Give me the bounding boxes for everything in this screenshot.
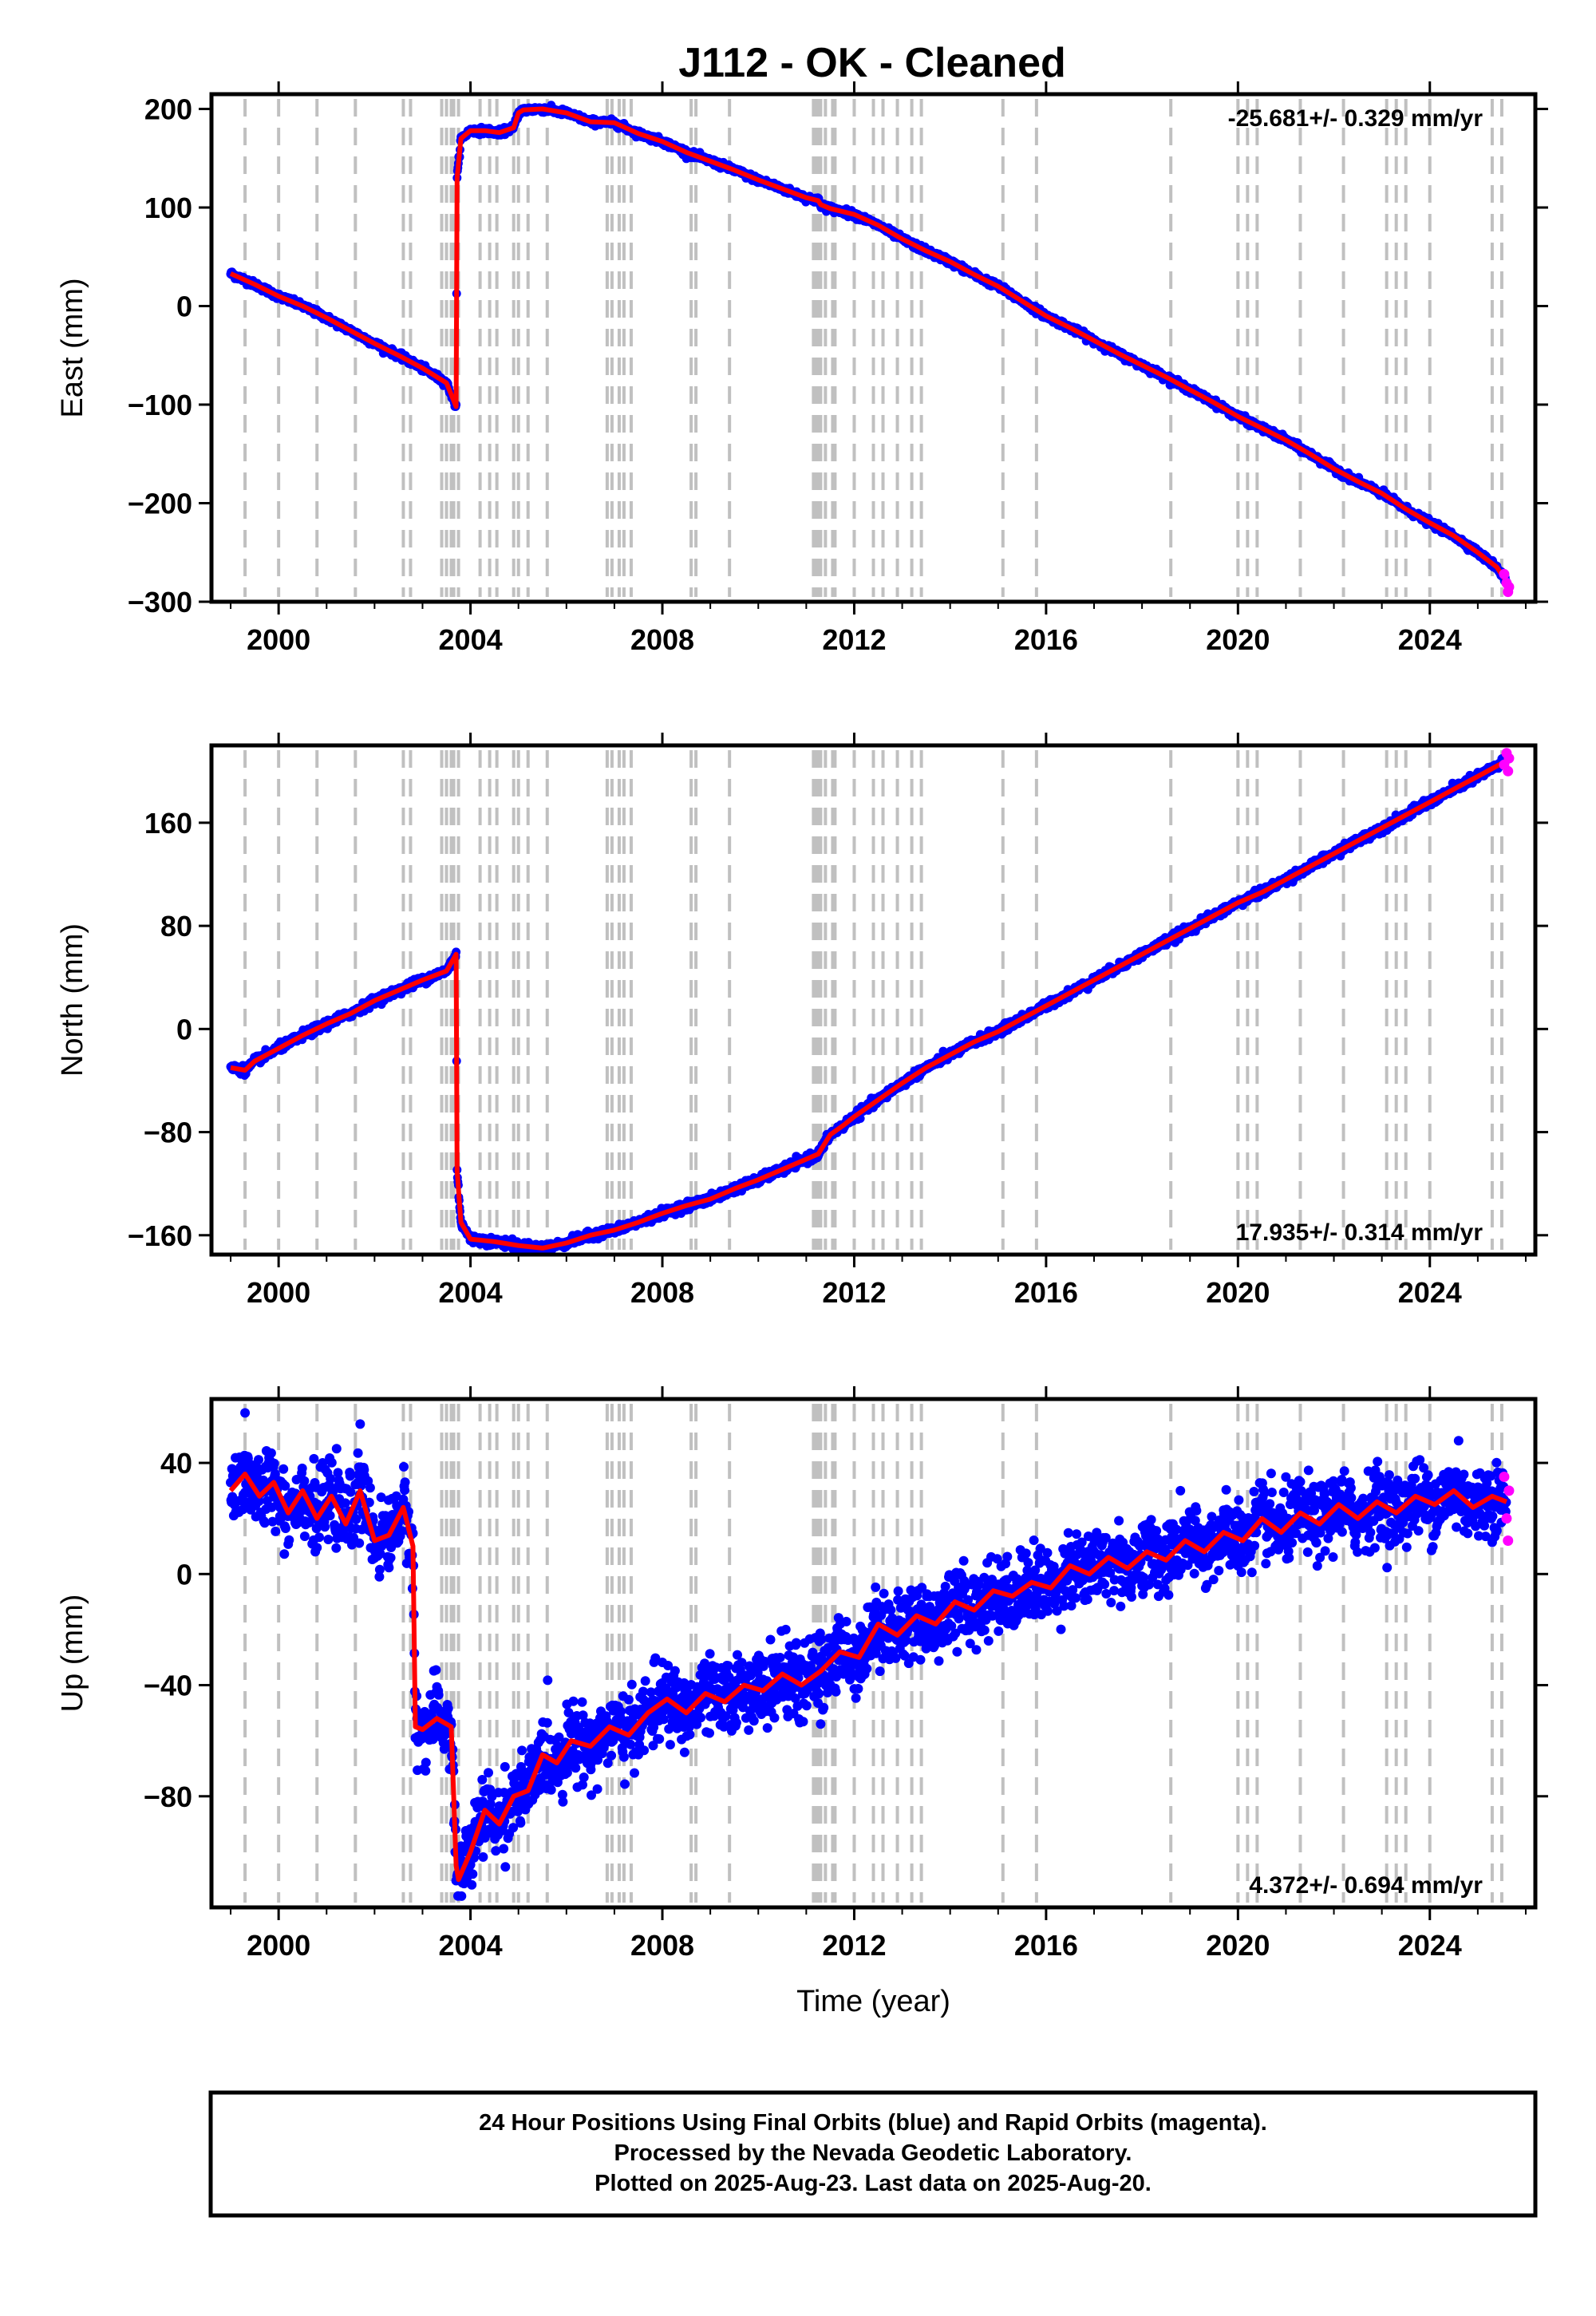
east-x-tick-label: 2016 (1014, 623, 1078, 656)
east-y-tick-label: 100 (144, 192, 192, 224)
east-x-tick-label: 2004 (439, 623, 503, 656)
east-frame (209, 92, 1538, 604)
east-y-tick-label: −200 (128, 488, 192, 520)
chart-title: J112 - OK - Cleaned (678, 40, 1066, 86)
east-x-tick-label: 2024 (1398, 623, 1462, 656)
east-x-tick-label: 2020 (1206, 623, 1270, 656)
north-plot-area (226, 748, 1515, 1255)
east-y-tick-label: 200 (144, 93, 192, 126)
east-x-tick-label: 2000 (247, 623, 310, 656)
east-rate-label: -25.681+/- 0.329 mm/yr (1228, 105, 1483, 132)
east-x-tick-label: 2012 (822, 623, 886, 656)
east-rapid-point (1503, 581, 1515, 592)
east-plot-area (226, 99, 1515, 598)
panels: 2000 2004 2008 2012 2016 2020 2024−300−200−100… (56, 81, 1548, 2018)
panel-north: 2000 2004 2008 2012 2016 2020 2024−160−8008016… (56, 733, 1548, 1309)
east-fit-line (229, 106, 1509, 583)
east-y-tick-label: −300 (128, 586, 192, 619)
east-rapid-point (1499, 568, 1510, 579)
east-rapid-orbit-points (1499, 568, 1515, 598)
east-y-tick-label: 0 (176, 290, 192, 323)
east-y-axis-label: East (mm) (56, 278, 89, 417)
panel-east: 2000 2004 2008 2012 2016 2020 2024−300−200−100… (56, 81, 1548, 656)
east-y-tick-label: −100 (128, 389, 192, 421)
east-x-tick-label: 2008 (630, 623, 694, 656)
